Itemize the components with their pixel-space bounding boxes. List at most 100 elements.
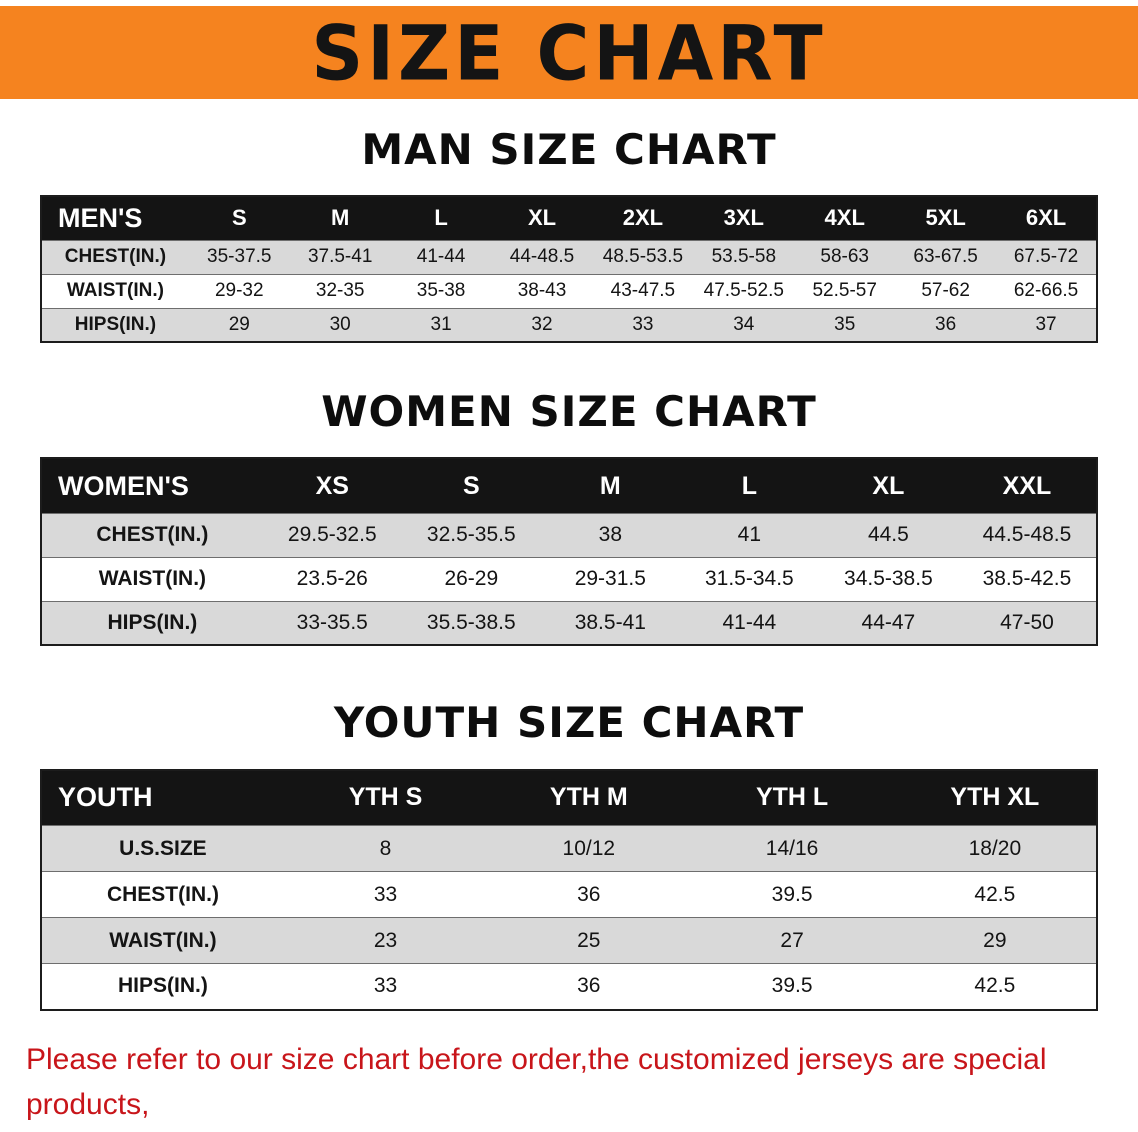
table-corner-header: WOMEN'S: [41, 458, 263, 514]
notice-line-2: we don't accept cancel, change, teturn o…: [26, 1127, 1128, 1132]
men-size-section: MAN SIZE CHART MEN'S S M L XL 2XL 3XL 4XL 5XL 6XL…: [0, 126, 1138, 344]
size-value: 39.5: [690, 963, 894, 1010]
table-row: WAIST(IN.) 23.5-26 26-29 29-31.5 31.5-34.5 34…: [41, 556, 1097, 602]
size-value: 33: [283, 871, 488, 918]
size-value: 31: [390, 307, 492, 343]
size-value: 31.5-34.5: [679, 556, 819, 602]
size-value: 41-44: [679, 600, 819, 646]
size-value: 37: [996, 307, 1097, 343]
size-value: 41: [679, 512, 819, 558]
table-header-row: YOUTH YTH S YTH M YTH L YTH XL: [41, 769, 1097, 826]
size-value: 8: [283, 825, 488, 872]
size-column-header: 2XL: [592, 196, 694, 241]
table-header-row: WOMEN'S XS S M L XL XXL: [41, 458, 1097, 514]
size-value: 42.5: [893, 871, 1097, 918]
size-column-header: L: [390, 196, 492, 241]
size-value: 32.5-35.5: [401, 512, 541, 558]
size-value: 35.5-38.5: [401, 600, 541, 646]
size-column-header: 6XL: [996, 196, 1097, 241]
size-value: 36: [487, 963, 691, 1010]
size-value: 67.5-72: [996, 239, 1097, 275]
size-value: 18/20: [893, 825, 1097, 872]
size-column-header: M: [540, 458, 680, 514]
size-value: 29-31.5: [540, 556, 680, 602]
women-size-table: WOMEN'S XS S M L XL XXL CHEST(IN.) 29.5-32.5 32.5…: [40, 457, 1098, 647]
women-size-section: WOMEN SIZE CHART WOMEN'S XS S M L XL XXL CHEST(…: [0, 387, 1138, 647]
size-value: 32: [491, 307, 593, 343]
notice-line-1: Please refer to our size chart before or…: [26, 1042, 1047, 1121]
table-row: HIPS(IN.) 33 36 39.5 42.5: [41, 963, 1097, 1010]
page-title: SIZE CHART: [311, 8, 827, 97]
row-label: CHEST(IN.): [41, 871, 284, 918]
size-column-header: YTH M: [487, 769, 691, 826]
size-value: 47-50: [957, 600, 1097, 646]
size-column-header: 4XL: [794, 196, 896, 241]
row-label: HIPS(IN.): [41, 963, 284, 1010]
size-value: 35: [794, 307, 896, 343]
table-corner-header: MEN'S: [41, 196, 189, 241]
size-value: 36: [487, 871, 691, 918]
size-value: 42.5: [893, 963, 1097, 1010]
size-value: 44.5: [818, 512, 958, 558]
size-value: 23.5-26: [262, 556, 402, 602]
size-column-header: XXL: [957, 458, 1097, 514]
size-column-header: 5XL: [895, 196, 997, 241]
women-section-heading: WOMEN SIZE CHART: [321, 387, 817, 437]
row-label: HIPS(IN.): [41, 307, 189, 343]
table-row: HIPS(IN.) 33-35.5 35.5-38.5 38.5-41 41-44 44-…: [41, 600, 1097, 646]
row-label: WAIST(IN.): [41, 556, 263, 602]
size-value: 63-67.5: [895, 239, 997, 275]
size-value: 34: [693, 307, 795, 343]
size-value: 33: [592, 307, 694, 343]
size-column-header: M: [289, 196, 391, 241]
size-value: 29: [893, 917, 1097, 964]
size-value: 27: [690, 917, 894, 964]
row-label: WAIST(IN.): [41, 917, 284, 964]
size-column-header: YTH S: [283, 769, 488, 826]
size-column-header: YTH XL: [893, 769, 1097, 826]
table-header-row: MEN'S S M L XL 2XL 3XL 4XL 5XL 6XL: [41, 196, 1097, 241]
size-value: 23: [283, 917, 488, 964]
size-value: 53.5-58: [693, 239, 795, 275]
size-column-header: S: [188, 196, 290, 241]
row-label: CHEST(IN.): [41, 239, 189, 275]
size-value: 62-66.5: [996, 273, 1097, 309]
size-value: 38.5-42.5: [957, 556, 1097, 602]
size-value: 39.5: [690, 871, 894, 918]
size-value: 36: [895, 307, 997, 343]
table-row: CHEST(IN.) 35-37.5 37.5-41 41-44 44-48.5 48.5…: [41, 239, 1097, 275]
size-value: 29: [188, 307, 290, 343]
men-size-table: MEN'S S M L XL 2XL 3XL 4XL 5XL 6XL CHEST(IN.) 35-37…: [40, 195, 1098, 344]
row-label: HIPS(IN.): [41, 600, 263, 646]
table-corner-header: YOUTH: [41, 769, 284, 826]
size-value: 30: [289, 307, 391, 343]
size-value: 34.5-38.5: [818, 556, 958, 602]
size-column-header: XL: [491, 196, 593, 241]
table-row: U.S.SIZE 8 10/12 14/16 18/20: [41, 825, 1097, 872]
size-value: 38.5-41: [540, 600, 680, 646]
size-value: 57-62: [895, 273, 997, 309]
table-row: WAIST(IN.) 23 25 27 29: [41, 917, 1097, 964]
size-column-header: YTH L: [690, 769, 894, 826]
size-value: 44-47: [818, 600, 958, 646]
size-value: 44.5-48.5: [957, 512, 1097, 558]
size-value: 33: [283, 963, 488, 1010]
size-value: 44-48.5: [491, 239, 593, 275]
size-value: 26-29: [401, 556, 541, 602]
size-column-header: 3XL: [693, 196, 795, 241]
size-value: 25: [487, 917, 691, 964]
size-column-header: L: [679, 458, 819, 514]
size-value: 37.5-41: [289, 239, 391, 275]
table-row: WAIST(IN.) 29-32 32-35 35-38 38-43 43-47.5 47.…: [41, 273, 1097, 309]
size-value: 48.5-53.5: [592, 239, 694, 275]
size-value: 41-44: [390, 239, 492, 275]
size-value: 43-47.5: [592, 273, 694, 309]
size-value: 35-38: [390, 273, 492, 309]
youth-section-heading: YOUTH SIZE CHART: [333, 698, 805, 748]
size-value: 35-37.5: [188, 239, 290, 275]
size-column-header: S: [401, 458, 541, 514]
size-value: 38: [540, 512, 680, 558]
row-label: WAIST(IN.): [41, 273, 189, 309]
banner: SIZE CHART: [0, 6, 1138, 99]
